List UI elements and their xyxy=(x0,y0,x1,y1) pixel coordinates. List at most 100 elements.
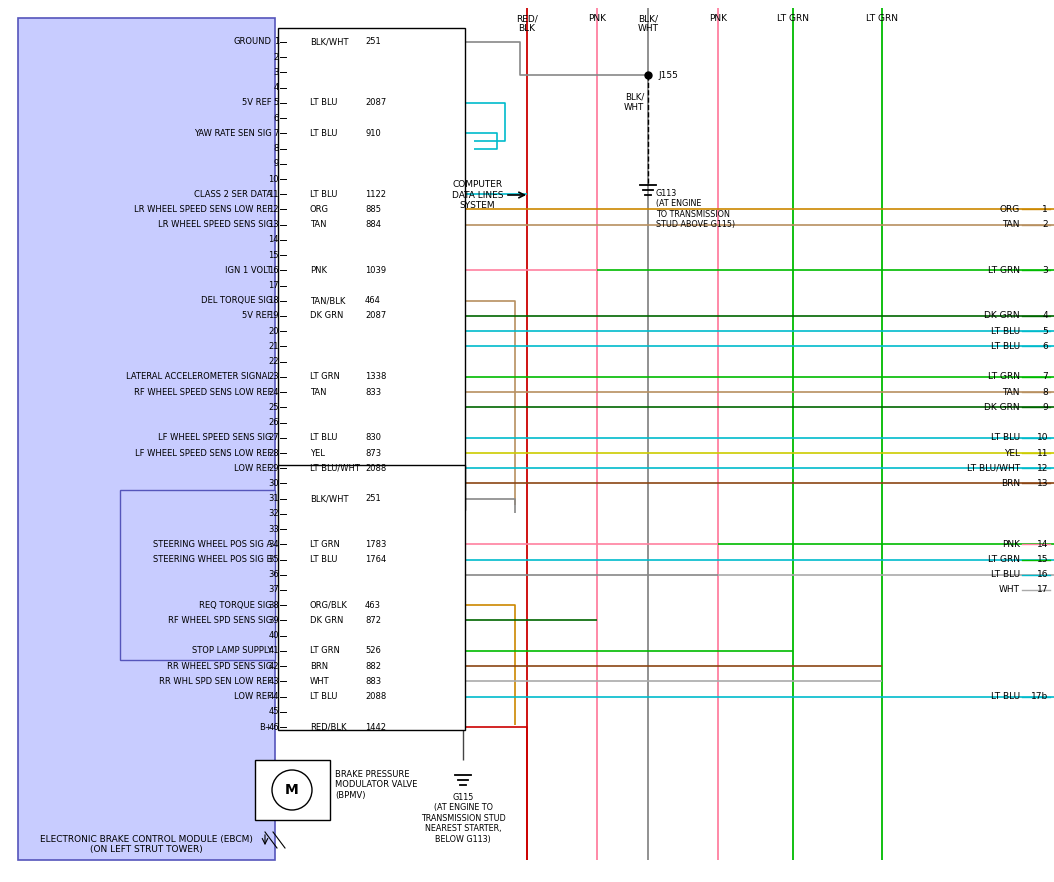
Text: BLK/
WHT: BLK/ WHT xyxy=(624,93,644,112)
Text: TAN: TAN xyxy=(1002,220,1020,229)
Text: WHT: WHT xyxy=(310,676,330,686)
Text: 1764: 1764 xyxy=(365,555,386,564)
Text: 5V REF: 5V REF xyxy=(242,99,272,108)
Text: 3: 3 xyxy=(274,68,279,77)
Text: BRN: BRN xyxy=(310,662,328,670)
Text: 17: 17 xyxy=(269,281,279,290)
Text: 10: 10 xyxy=(269,175,279,183)
Text: 45: 45 xyxy=(269,707,279,716)
Text: PNK: PNK xyxy=(588,14,606,23)
Text: 883: 883 xyxy=(365,676,382,686)
Text: 31: 31 xyxy=(269,494,279,503)
Text: LR WHEEL SPEED SENS LOW REF: LR WHEEL SPEED SENS LOW REF xyxy=(134,205,272,214)
Text: 830: 830 xyxy=(365,433,380,442)
Text: LATERAL ACCELEROMETER SIGNAL: LATERAL ACCELEROMETER SIGNAL xyxy=(126,372,272,381)
Text: DK GRN: DK GRN xyxy=(984,403,1020,412)
Text: J155: J155 xyxy=(658,71,678,79)
Text: 4: 4 xyxy=(274,83,279,92)
Text: COMPUTER
DATA LINES
SYSTEM: COMPUTER DATA LINES SYSTEM xyxy=(451,180,503,210)
Text: 885: 885 xyxy=(365,205,380,214)
Text: TAN: TAN xyxy=(310,220,327,229)
Text: 17b: 17b xyxy=(1031,692,1048,701)
Text: 2: 2 xyxy=(1042,220,1048,229)
Text: 42: 42 xyxy=(269,662,279,670)
Text: 41: 41 xyxy=(269,647,279,655)
Text: RF WHEEL SPEED SENS LOW REF: RF WHEEL SPEED SENS LOW REF xyxy=(134,387,272,397)
Text: 463: 463 xyxy=(365,601,380,609)
Text: 13: 13 xyxy=(269,220,279,229)
Text: 39: 39 xyxy=(269,616,279,625)
Text: 28: 28 xyxy=(269,449,279,458)
Text: LT BLU: LT BLU xyxy=(310,433,337,442)
Text: LT GRN: LT GRN xyxy=(988,265,1020,275)
Text: 2087: 2087 xyxy=(365,311,386,320)
Text: B+: B+ xyxy=(259,722,272,731)
Text: 12: 12 xyxy=(1037,464,1048,473)
Text: 4: 4 xyxy=(1042,311,1048,320)
Text: 1783: 1783 xyxy=(365,540,387,549)
Text: BLK/WHT: BLK/WHT xyxy=(310,38,349,47)
Text: LOW REF: LOW REF xyxy=(234,464,272,473)
Text: LF WHEEL SPEED SENS SIG: LF WHEEL SPEED SENS SIG xyxy=(158,433,272,442)
Text: LOW REF: LOW REF xyxy=(234,692,272,701)
Text: STEERING WHEEL POS SIG A: STEERING WHEEL POS SIG A xyxy=(153,540,272,549)
Text: 44: 44 xyxy=(269,692,279,701)
Text: TAN: TAN xyxy=(1002,387,1020,397)
Text: 7: 7 xyxy=(1042,372,1048,381)
Text: 1442: 1442 xyxy=(365,722,386,731)
Text: 27: 27 xyxy=(269,433,279,442)
Text: 3: 3 xyxy=(1042,265,1048,275)
Text: DEL TORQUE SIG: DEL TORQUE SIG xyxy=(200,296,272,305)
Text: REQ TORQUE SIG: REQ TORQUE SIG xyxy=(199,601,272,609)
Text: 5: 5 xyxy=(1042,326,1048,336)
Text: LT GRN: LT GRN xyxy=(988,372,1020,381)
Text: 5V REF: 5V REF xyxy=(242,311,272,320)
Text: RR WHL SPD SEN LOW REF: RR WHL SPD SEN LOW REF xyxy=(159,676,272,686)
Text: 251: 251 xyxy=(365,38,380,47)
Text: 2087: 2087 xyxy=(365,99,386,108)
Text: LF WHEEL SPEED SENS LOW REF: LF WHEEL SPEED SENS LOW REF xyxy=(135,449,272,458)
Text: 46: 46 xyxy=(269,722,279,731)
Text: ORG/BLK: ORG/BLK xyxy=(310,601,348,609)
Text: 24: 24 xyxy=(269,387,279,397)
Text: PNK: PNK xyxy=(310,265,327,275)
Text: PNK: PNK xyxy=(1002,540,1020,549)
Text: YAW RATE SEN SIG: YAW RATE SEN SIG xyxy=(194,129,272,138)
Text: 37: 37 xyxy=(269,586,279,594)
Text: 464: 464 xyxy=(365,296,380,305)
Text: 18: 18 xyxy=(269,296,279,305)
Text: LT GRN: LT GRN xyxy=(310,540,339,549)
Text: 29: 29 xyxy=(269,464,279,473)
Text: 1338: 1338 xyxy=(365,372,387,381)
Text: BRN: BRN xyxy=(1001,479,1020,488)
Text: 1039: 1039 xyxy=(365,265,386,275)
Text: LT GRN: LT GRN xyxy=(777,14,809,23)
Text: 11: 11 xyxy=(269,190,279,198)
Text: LT GRN: LT GRN xyxy=(988,555,1020,564)
Text: LT BLU: LT BLU xyxy=(991,342,1020,351)
Text: ORG: ORG xyxy=(310,205,329,214)
Text: 526: 526 xyxy=(365,647,380,655)
Text: 1122: 1122 xyxy=(365,190,386,198)
Bar xyxy=(255,760,330,820)
Text: RR WHEEL SPD SENS SIG: RR WHEEL SPD SENS SIG xyxy=(167,662,272,670)
Text: 34: 34 xyxy=(269,540,279,549)
Text: TAN: TAN xyxy=(310,387,327,397)
Text: RED/BLK: RED/BLK xyxy=(310,722,347,731)
Text: ELECTRONIC BRAKE CONTROL MODULE (EBCM)
(ON LEFT STRUT TOWER): ELECTRONIC BRAKE CONTROL MODULE (EBCM) (… xyxy=(40,834,253,854)
Text: 16: 16 xyxy=(269,265,279,275)
Text: 872: 872 xyxy=(365,616,380,625)
Bar xyxy=(278,28,465,510)
Text: LT GRN: LT GRN xyxy=(310,647,339,655)
Text: 43: 43 xyxy=(269,676,279,686)
Text: G115
(AT ENGINE TO
TRANSMISSION STUD
NEAREST STARTER,
BELOW G113): G115 (AT ENGINE TO TRANSMISSION STUD NEA… xyxy=(421,793,505,843)
Text: IGN 1 VOLT: IGN 1 VOLT xyxy=(226,265,272,275)
Text: BLK/
WHT: BLK/ WHT xyxy=(638,14,659,34)
Text: 1: 1 xyxy=(1042,205,1048,214)
Text: LT BLU/WHT: LT BLU/WHT xyxy=(310,464,359,473)
Text: 1: 1 xyxy=(274,38,279,47)
Text: LT BLU: LT BLU xyxy=(991,326,1020,336)
Text: LT BLU/WHT: LT BLU/WHT xyxy=(967,464,1020,473)
Text: LT GRN: LT GRN xyxy=(310,372,339,381)
Text: 6: 6 xyxy=(1042,342,1048,351)
